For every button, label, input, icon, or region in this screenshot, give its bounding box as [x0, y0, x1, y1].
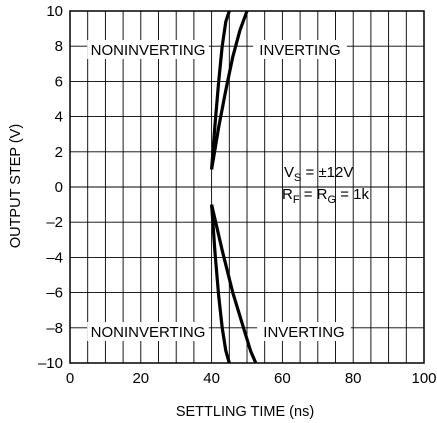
- y-tick-label: 2: [55, 144, 63, 161]
- y-tick-label: 10: [46, 3, 63, 20]
- region-label-text: INVERTING: [263, 324, 344, 341]
- region-label-top_right: INVERTING: [253, 40, 347, 59]
- x-tick-label: 40: [203, 370, 220, 387]
- region-label-text: INVERTING: [259, 42, 340, 59]
- series-line-2: [210, 204, 231, 364]
- y-tick-label: –10: [38, 355, 63, 372]
- y-tick-label: –8: [46, 320, 63, 337]
- y-tick-label: 6: [55, 73, 63, 90]
- series-line-1: [210, 10, 249, 170]
- x-tick-label: 60: [274, 370, 291, 387]
- region-label-bg: [253, 40, 347, 59]
- x-axis-title: SETTLING TIME (ns): [176, 404, 314, 420]
- annotation-vs: VS = ±12V: [284, 164, 353, 184]
- region-label-text: NONINVERTING: [91, 42, 206, 59]
- region-labels: NONINVERTING INVERTING NONINVERTING INVERTI…: [87, 40, 351, 341]
- y-tick-label: –4: [46, 249, 63, 266]
- x-tick-label: 100: [411, 370, 436, 387]
- region-label-text: NONINVERTING: [91, 324, 206, 341]
- annotation-rf-rg: RF = RG = 1k: [282, 186, 370, 206]
- x-tick-label: 20: [132, 370, 149, 387]
- y-tick-label: 8: [55, 38, 63, 55]
- region-label-bg: [87, 40, 209, 59]
- y-tick-label: –6: [46, 285, 63, 302]
- series-line-0: [210, 10, 231, 170]
- region-label-bottom_right: INVERTING: [257, 322, 351, 341]
- y-tick-label: 4: [55, 109, 63, 126]
- grid-lines: [70, 11, 424, 363]
- region-label-bottom_left: NONINVERTING: [87, 322, 209, 341]
- region-label-top_left: NONINVERTING: [87, 40, 209, 59]
- x-tick-label: 0: [66, 370, 74, 387]
- region-label-bg: [257, 322, 351, 341]
- x-tick-label: 80: [345, 370, 362, 387]
- series-curves: [210, 10, 258, 364]
- y-axis-title: OUTPUT STEP (V): [8, 124, 24, 248]
- y-tick-label: 0: [55, 179, 63, 196]
- y-tick-label: –2: [46, 214, 63, 231]
- region-label-bg: [87, 322, 209, 341]
- tick-labels: 0 20 40 60 80 100 –10 –8 –6 –4 –2 0 2 4 6 8 10: [38, 3, 437, 387]
- series-line-3: [210, 204, 258, 364]
